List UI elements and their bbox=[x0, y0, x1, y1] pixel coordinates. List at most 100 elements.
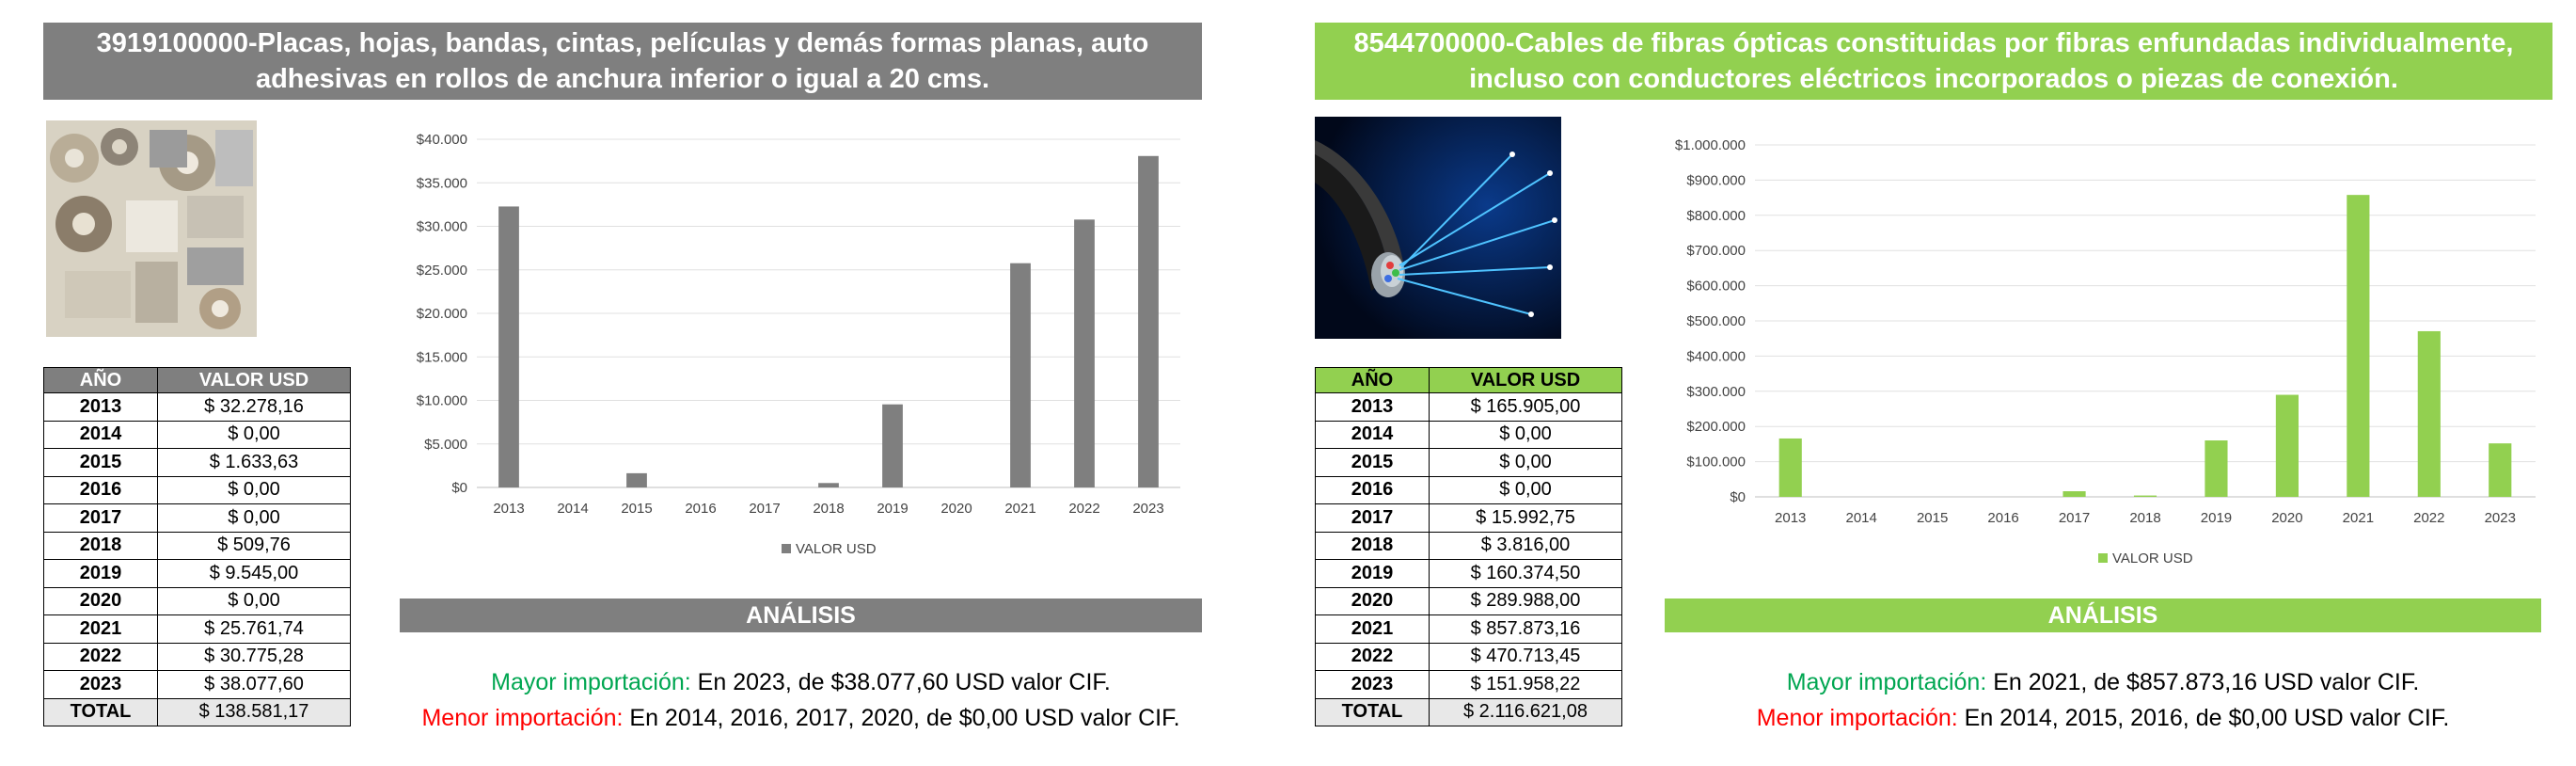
row-year: 2018 bbox=[43, 531, 158, 560]
bar bbox=[2417, 330, 2441, 497]
x-tick-label: 2022 bbox=[2413, 510, 2444, 526]
x-tick-label: 2017 bbox=[2059, 510, 2090, 526]
row-value: $ 151.958,22 bbox=[1429, 670, 1622, 699]
row-value: $ 509,76 bbox=[157, 531, 351, 560]
table-row: 2020 $ 0,00 bbox=[43, 586, 351, 615]
product-panel-plastic-films: 3919100000-Placas, hojas, bandas, cintas… bbox=[43, 23, 1202, 736]
table-row: 2015 $ 0,00 bbox=[1315, 448, 1622, 477]
row-year: 2016 bbox=[1315, 475, 1430, 504]
y-tick-label: $30.000 bbox=[417, 219, 467, 235]
row-year: 2019 bbox=[1315, 559, 1430, 588]
y-tick-label: $35.000 bbox=[417, 175, 467, 191]
y-tick-label: $0 bbox=[451, 480, 467, 496]
table-row: 2020 $ 289.988,00 bbox=[1315, 586, 1622, 615]
analysis-menor: Menor importación: En 2014, 2015, 2016, … bbox=[1665, 700, 2541, 736]
menor-text: En 2014, 2016, 2017, 2020, de $0,00 USD … bbox=[623, 705, 1180, 731]
mayor-label: Mayor importación: bbox=[1786, 669, 1987, 695]
analysis-text: Mayor importación: En 2023, de $38.077,6… bbox=[400, 664, 1202, 736]
bar bbox=[2347, 195, 2370, 497]
y-tick-label: $1.000.000 bbox=[1675, 137, 1746, 153]
table-row: 2017 $ 15.992,75 bbox=[1315, 503, 1622, 533]
row-value: $ 1.633,63 bbox=[157, 448, 351, 477]
row-value: $ 0,00 bbox=[157, 586, 351, 615]
row-value: $ 0,00 bbox=[157, 420, 351, 449]
y-tick-label: $600.000 bbox=[1686, 279, 1746, 295]
row-value: $ 15.992,75 bbox=[1429, 503, 1622, 533]
table-row: 2015 $ 1.633,63 bbox=[43, 448, 351, 477]
panel-title: 8544700000-Cables de fibras ópticas cons… bbox=[1315, 23, 2552, 100]
total-label: TOTAL bbox=[1315, 697, 1430, 726]
total-value: $ 2.116.621,08 bbox=[1429, 697, 1622, 726]
table-row: 2021 $ 857.873,16 bbox=[1315, 614, 1622, 644]
table-row: 2016 $ 0,00 bbox=[43, 475, 351, 504]
y-tick-label: $700.000 bbox=[1686, 243, 1746, 259]
row-year: 2020 bbox=[43, 586, 158, 615]
row-year: 2017 bbox=[43, 503, 158, 533]
y-tick-label: $0 bbox=[1730, 489, 1746, 505]
analysis-menor: Menor importación: En 2014, 2016, 2017, … bbox=[400, 700, 1202, 736]
analysis-mayor: Mayor importación: En 2023, de $38.077,6… bbox=[400, 664, 1202, 700]
x-tick-label: 2013 bbox=[493, 501, 524, 517]
row-year: 2014 bbox=[43, 420, 158, 449]
total-value: $ 138.581,17 bbox=[157, 697, 351, 726]
y-tick-label: $25.000 bbox=[417, 263, 467, 279]
mayor-text: En 2021, de $857.873,16 USD valor CIF. bbox=[1986, 669, 2420, 695]
bar bbox=[1778, 438, 1802, 497]
x-tick-label: 2020 bbox=[2271, 510, 2302, 526]
row-year: 2015 bbox=[43, 448, 158, 477]
x-tick-label: 2016 bbox=[685, 501, 716, 517]
y-tick-label: $300.000 bbox=[1686, 384, 1746, 400]
table-row: 2019 $ 9.545,00 bbox=[43, 559, 351, 588]
fiber-optic-cable-illustration bbox=[1315, 117, 1561, 339]
bar bbox=[1138, 155, 1159, 487]
table-total-row: TOTAL $ 2.116.621,08 bbox=[1315, 697, 1622, 726]
header-year: AÑO bbox=[43, 367, 158, 393]
y-tick-label: $900.000 bbox=[1686, 172, 1746, 188]
x-tick-label: 2016 bbox=[1987, 510, 2018, 526]
total-label: TOTAL bbox=[43, 697, 158, 726]
row-year: 2013 bbox=[1315, 392, 1430, 422]
bar-chart-fiber-optic: $0 $100.000 $200.000 $300.000 $400.000 $500.0… bbox=[1675, 137, 2536, 567]
table-row: 2016 $ 0,00 bbox=[1315, 475, 1622, 504]
row-value: $ 0,00 bbox=[157, 475, 351, 504]
row-value: $ 30.775,28 bbox=[157, 642, 351, 671]
y-tick-label: $500.000 bbox=[1686, 313, 1746, 329]
bar bbox=[626, 472, 647, 487]
x-tick-label: 2019 bbox=[877, 501, 908, 517]
table-row: 2021 $ 25.761,74 bbox=[43, 614, 351, 644]
row-value: $ 470.713,45 bbox=[1429, 642, 1622, 671]
table-row: 2014 $ 0,00 bbox=[43, 420, 351, 449]
y-tick-label: $5.000 bbox=[424, 437, 467, 453]
table-total-row: TOTAL $ 138.581,17 bbox=[43, 697, 351, 726]
row-year: 2019 bbox=[43, 559, 158, 588]
row-value: $ 160.374,50 bbox=[1429, 559, 1622, 588]
bar bbox=[498, 206, 519, 488]
row-value: $ 3.816,00 bbox=[1429, 531, 1622, 560]
x-tick-label: 2013 bbox=[1775, 510, 1806, 526]
x-tick-label: 2015 bbox=[621, 501, 652, 517]
x-tick-label: 2019 bbox=[2201, 510, 2232, 526]
y-tick-label: $800.000 bbox=[1686, 208, 1746, 224]
x-tick-label: 2020 bbox=[940, 501, 972, 517]
row-year: 2022 bbox=[43, 642, 158, 671]
table-row: 2023 $ 151.958,22 bbox=[1315, 670, 1622, 699]
table-row: 2019 $ 160.374,50 bbox=[1315, 559, 1622, 588]
x-tick-label: 2015 bbox=[1917, 510, 1948, 526]
bar bbox=[818, 483, 839, 487]
table-row: 2013 $ 32.278,16 bbox=[43, 392, 351, 422]
table-row: 2013 $ 165.905,00 bbox=[1315, 392, 1622, 422]
row-value: $ 289.988,00 bbox=[1429, 586, 1622, 615]
menor-text: En 2014, 2015, 2016, de $0,00 USD valor … bbox=[1957, 705, 2450, 731]
y-tick-label: $40.000 bbox=[417, 132, 467, 148]
product-panel-fiber-optic: 8544700000-Cables de fibras ópticas cons… bbox=[1288, 0, 2576, 766]
x-tick-label: 2017 bbox=[749, 501, 780, 517]
row-value: $ 0,00 bbox=[157, 503, 351, 533]
row-year: 2016 bbox=[43, 475, 158, 504]
row-value: $ 0,00 bbox=[1429, 448, 1622, 477]
adhesive-rolls-illustration bbox=[46, 120, 257, 337]
table-row: 2022 $ 30.775,28 bbox=[43, 642, 351, 671]
bar bbox=[2062, 491, 2086, 497]
row-value: $ 857.873,16 bbox=[1429, 614, 1622, 644]
legend-label: VALOR USD bbox=[796, 541, 877, 557]
row-year: 2023 bbox=[43, 670, 158, 699]
